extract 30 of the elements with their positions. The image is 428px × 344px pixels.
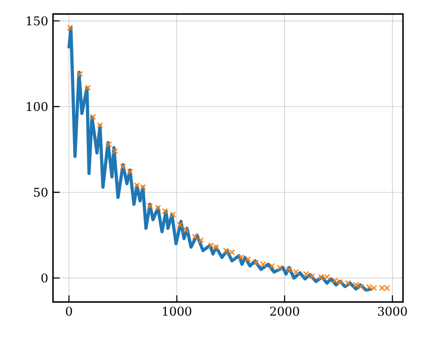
point [96,122,104,128]
point [176,222,184,228]
point [90,114,96,120]
point [146,202,153,210]
point [66,24,73,31]
x-tick-label: 2000 [270,306,300,316]
point [154,204,162,211]
point [292,268,300,276]
x-tick-label: 0 [66,306,72,316]
point [182,226,190,234]
point [268,262,276,270]
point [192,234,198,240]
y-tick-label: 100 [26,102,48,112]
point [170,212,176,218]
y-tick-label: 150 [26,16,48,26]
point [162,208,168,214]
point [126,168,134,175]
y-tick-label: 0 [41,273,48,283]
x-tick-label: 3000 [378,306,407,316]
point [198,237,204,244]
point [120,164,126,170]
point [76,70,84,78]
point [344,280,352,286]
x-tick-label: 1000 [162,306,192,316]
point [276,264,284,271]
point [286,266,292,272]
point [84,84,91,91]
y-tick-label: 50 [34,188,48,197]
point [112,148,118,154]
point [106,141,112,148]
